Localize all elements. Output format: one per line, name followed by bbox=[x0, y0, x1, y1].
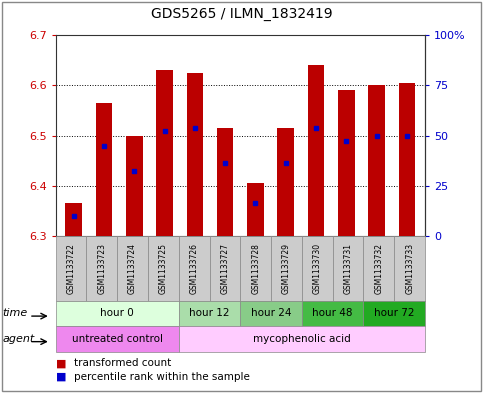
Bar bbox=[277, 128, 294, 236]
Text: hour 0: hour 0 bbox=[100, 309, 134, 318]
Bar bbox=[398, 83, 415, 236]
Text: GSM1133732: GSM1133732 bbox=[374, 243, 384, 294]
Text: GSM1133722: GSM1133722 bbox=[67, 243, 75, 294]
Text: GSM1133731: GSM1133731 bbox=[343, 243, 353, 294]
Text: ■: ■ bbox=[56, 372, 66, 382]
Text: hour 48: hour 48 bbox=[313, 309, 353, 318]
Text: percentile rank within the sample: percentile rank within the sample bbox=[74, 372, 250, 382]
Bar bbox=[96, 103, 113, 236]
Text: GSM1133733: GSM1133733 bbox=[405, 242, 414, 294]
Text: hour 12: hour 12 bbox=[189, 309, 230, 318]
Text: GSM1133724: GSM1133724 bbox=[128, 243, 137, 294]
Bar bbox=[65, 203, 82, 236]
Text: untreated control: untreated control bbox=[71, 334, 163, 344]
Text: GSM1133723: GSM1133723 bbox=[97, 243, 106, 294]
Text: GSM1133728: GSM1133728 bbox=[251, 243, 260, 294]
Text: GSM1133725: GSM1133725 bbox=[159, 243, 168, 294]
Bar bbox=[156, 70, 173, 236]
Bar bbox=[217, 128, 233, 236]
Bar bbox=[308, 66, 325, 236]
Text: GSM1133727: GSM1133727 bbox=[220, 243, 229, 294]
Text: agent: agent bbox=[2, 334, 35, 344]
Text: transformed count: transformed count bbox=[74, 358, 171, 368]
Bar bbox=[338, 90, 355, 236]
Text: mycophenolic acid: mycophenolic acid bbox=[253, 334, 351, 344]
Bar bbox=[247, 183, 264, 236]
Text: GDS5265 / ILMN_1832419: GDS5265 / ILMN_1832419 bbox=[151, 7, 332, 21]
Bar bbox=[186, 73, 203, 236]
Text: GSM1133730: GSM1133730 bbox=[313, 242, 322, 294]
Bar bbox=[368, 86, 385, 236]
Bar bbox=[126, 136, 142, 236]
Text: GSM1133726: GSM1133726 bbox=[190, 243, 199, 294]
Text: ■: ■ bbox=[56, 358, 66, 368]
Text: time: time bbox=[2, 309, 28, 318]
Text: hour 72: hour 72 bbox=[374, 309, 414, 318]
Text: hour 24: hour 24 bbox=[251, 309, 291, 318]
Text: GSM1133729: GSM1133729 bbox=[282, 243, 291, 294]
